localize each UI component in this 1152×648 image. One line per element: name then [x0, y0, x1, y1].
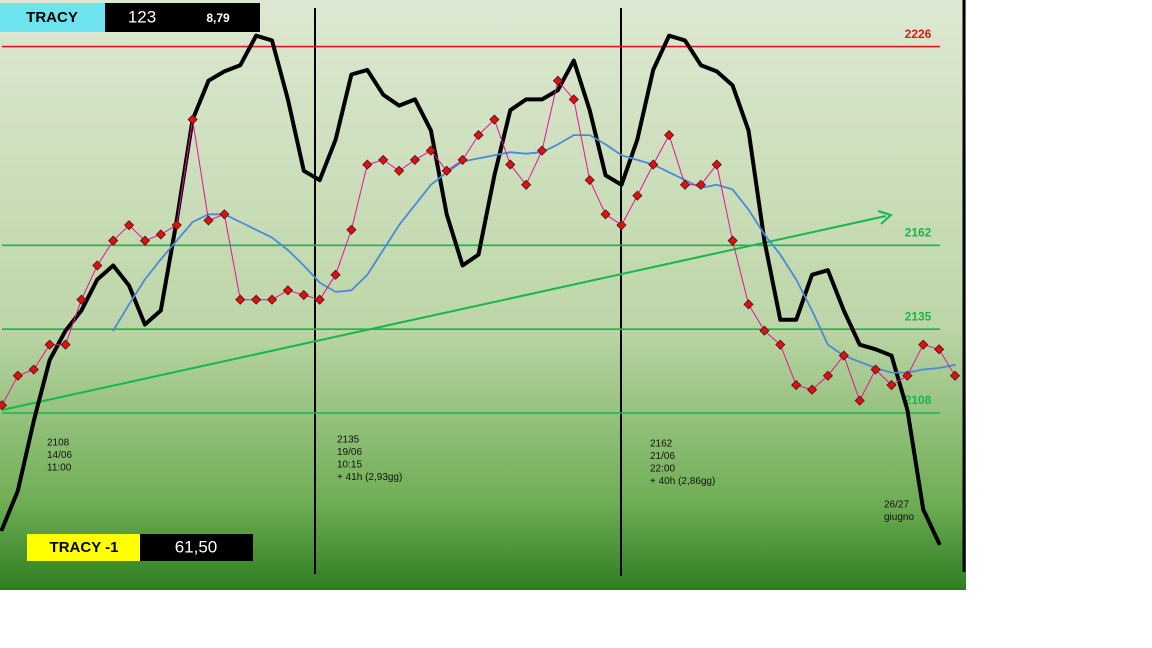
level-label: 2108 [905, 393, 932, 407]
header-name: TRACY [26, 9, 78, 26]
price-marker [838, 350, 849, 361]
price-marker [854, 395, 865, 406]
price-marker [266, 294, 278, 305]
price-marker [441, 165, 452, 176]
price-marker [378, 154, 389, 165]
price-marker [791, 379, 802, 391]
price-marker [552, 75, 563, 86]
price-marker [870, 364, 881, 375]
price-marker [664, 130, 675, 141]
price-marker [251, 294, 262, 305]
level-label: 2226 [905, 27, 932, 41]
price-marker [425, 145, 436, 156]
price-marker [155, 229, 166, 240]
footer-value: 61,50 [175, 537, 218, 556]
footer-box [27, 534, 140, 561]
footer-value-box [140, 534, 253, 561]
plot-background [0, 0, 966, 590]
price-marker [282, 285, 293, 296]
trend-line [1, 215, 887, 411]
price-marker [632, 190, 643, 201]
price-marker [60, 339, 71, 350]
price-marker [505, 159, 516, 170]
price-marker [171, 220, 182, 231]
price-marker [616, 220, 627, 231]
annotation: 26/27 [884, 500, 909, 511]
trend-arrowhead [877, 210, 893, 225]
price-marker [536, 145, 548, 156]
price-marker [918, 339, 929, 350]
price-marker [76, 294, 87, 305]
price-marker [235, 294, 246, 305]
price-marker [330, 269, 341, 280]
annotation: 10:15 [337, 460, 362, 471]
price-marker [219, 209, 230, 220]
price-marker [0, 400, 8, 411]
level-label: 2162 [905, 225, 932, 239]
price-marker [949, 370, 961, 381]
price-marker [124, 220, 135, 231]
price-marker [902, 370, 913, 381]
price-marker [314, 294, 325, 305]
price-marker [108, 235, 119, 246]
oscillator-line [0, 33, 942, 546]
price-marker [139, 235, 151, 246]
price-marker [711, 159, 722, 170]
price-marker [759, 325, 770, 336]
price-marker [727, 235, 738, 246]
footer-name: TRACY -1 [50, 539, 119, 556]
header-sub: 8,79 [206, 11, 230, 25]
annotation: 11:00 [47, 463, 72, 474]
price-marker [489, 114, 500, 125]
header-box [0, 3, 105, 32]
price-marker [886, 379, 897, 391]
price-marker [775, 339, 786, 350]
price-marker [12, 370, 23, 381]
annotation: 21/06 [650, 451, 675, 462]
price-marker [394, 165, 405, 176]
price-marker [648, 159, 659, 170]
average-line [112, 134, 956, 374]
price-marker [743, 299, 754, 310]
price-marker [28, 364, 39, 375]
price-marker [92, 260, 103, 271]
header-value-box [105, 3, 260, 32]
price-marker [806, 384, 818, 395]
annotation: 22:00 [650, 464, 675, 475]
annotation: 19/06 [337, 447, 362, 458]
price-marker [584, 175, 595, 186]
price-marker [934, 344, 945, 355]
level-label: 2135 [905, 309, 932, 323]
plot-layer: 2226216221352108210814/0611:00213519/061… [0, 27, 961, 546]
price-marker [679, 179, 691, 190]
price-marker [457, 154, 468, 165]
price-marker [298, 289, 309, 301]
header-value: 123 [128, 7, 156, 26]
price-marker [346, 224, 357, 235]
annotation: giugno [884, 512, 914, 523]
price-marker [600, 209, 611, 220]
price-marker [695, 179, 706, 190]
price-marker [473, 130, 484, 141]
annotation: 2162 [650, 439, 673, 450]
price-marker [187, 114, 198, 125]
price-marker [568, 94, 579, 105]
price-marker [521, 179, 532, 190]
price-marker [362, 159, 373, 170]
annotation: 14/06 [47, 450, 72, 461]
price-marker [409, 154, 421, 165]
annotation: + 41h (2,93gg) [337, 472, 402, 483]
annotation: 2135 [337, 435, 360, 446]
annotation: 2108 [47, 438, 70, 449]
price-marker [44, 339, 55, 350]
price-marker [203, 215, 214, 226]
price-marker [822, 370, 833, 381]
annotation: + 40h (2,86gg) [650, 476, 715, 487]
